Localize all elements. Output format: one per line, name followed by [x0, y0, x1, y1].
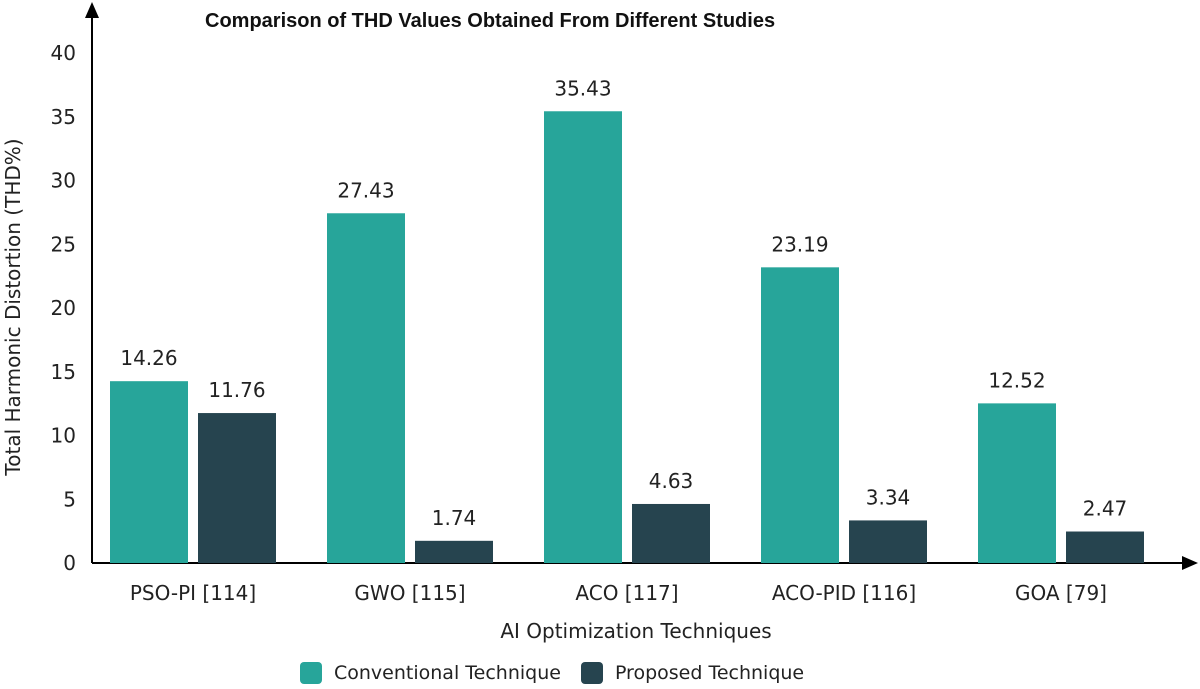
bar-value-label: 23.19	[771, 232, 828, 256]
y-tick-label: 10	[51, 424, 76, 448]
bar-value-label: 1.74	[432, 506, 477, 530]
x-tick-label: ACO [117]	[575, 581, 678, 605]
y-tick-label: 0	[63, 551, 76, 575]
y-axis-arrow	[85, 2, 99, 18]
chart-bars	[110, 111, 1144, 563]
legend-item-conventional[interactable]: Conventional Technique	[300, 662, 561, 684]
bar-proposed	[415, 540, 493, 563]
chart-title: Comparison of THD Values Obtained From D…	[205, 10, 776, 32]
legend-swatch-proposed	[580, 662, 603, 684]
bar-proposed	[632, 503, 710, 563]
bar-value-label: 14.26	[120, 346, 177, 370]
x-tick-label: GWO [115]	[354, 581, 465, 605]
y-tick-label: 15	[51, 360, 76, 384]
bar-conventional	[978, 403, 1056, 563]
bar-conventional	[327, 213, 405, 563]
bar-value-label: 27.43	[337, 178, 394, 202]
x-axis-arrow	[1182, 556, 1198, 570]
legend-label-proposed: Proposed Technique	[614, 662, 805, 684]
y-tick-label: 5	[63, 487, 76, 511]
bar-value-label: 11.76	[208, 378, 265, 402]
bar-value-label: 2.47	[1083, 497, 1128, 521]
bar-value-label: 3.34	[866, 485, 911, 509]
y-axis-label: Total Harmonic Distortion (THD%)	[1, 138, 25, 476]
bar-value-label: 4.63	[649, 469, 694, 493]
chart-legend: Conventional Technique Proposed Techniqu…	[300, 662, 824, 684]
bar-conventional	[544, 111, 622, 563]
legend-item-proposed[interactable]: Proposed Technique	[580, 662, 805, 684]
x-axis-label: AI Optimization Techniques	[500, 619, 771, 643]
legend-swatch-conventional	[300, 662, 322, 684]
x-tick-label: GOA [79]	[1015, 581, 1107, 605]
y-tick-label: 30	[51, 169, 76, 193]
x-tick-label: PSO-PI [114]	[130, 581, 256, 605]
bar-conventional	[110, 381, 188, 563]
x-tick-label: ACO-PID [116]	[772, 581, 916, 605]
y-tick-label: 40	[51, 41, 76, 65]
bar-proposed	[198, 413, 276, 563]
bar-value-label: 35.43	[554, 76, 611, 100]
bar-conventional	[761, 267, 839, 563]
y-tick-label: 20	[51, 296, 76, 320]
legend-label-conventional: Conventional Technique	[334, 662, 561, 684]
bar-proposed	[1066, 531, 1144, 563]
bar-value-label: 12.52	[988, 368, 1045, 392]
bar-proposed	[849, 520, 927, 563]
y-tick-label: 25	[51, 232, 76, 256]
y-tick-label: 35	[51, 105, 76, 129]
chart-labels: 14.26 11.76 PSO-PI [114] 27.43 1.74 GWO [115]…	[120, 76, 1127, 605]
